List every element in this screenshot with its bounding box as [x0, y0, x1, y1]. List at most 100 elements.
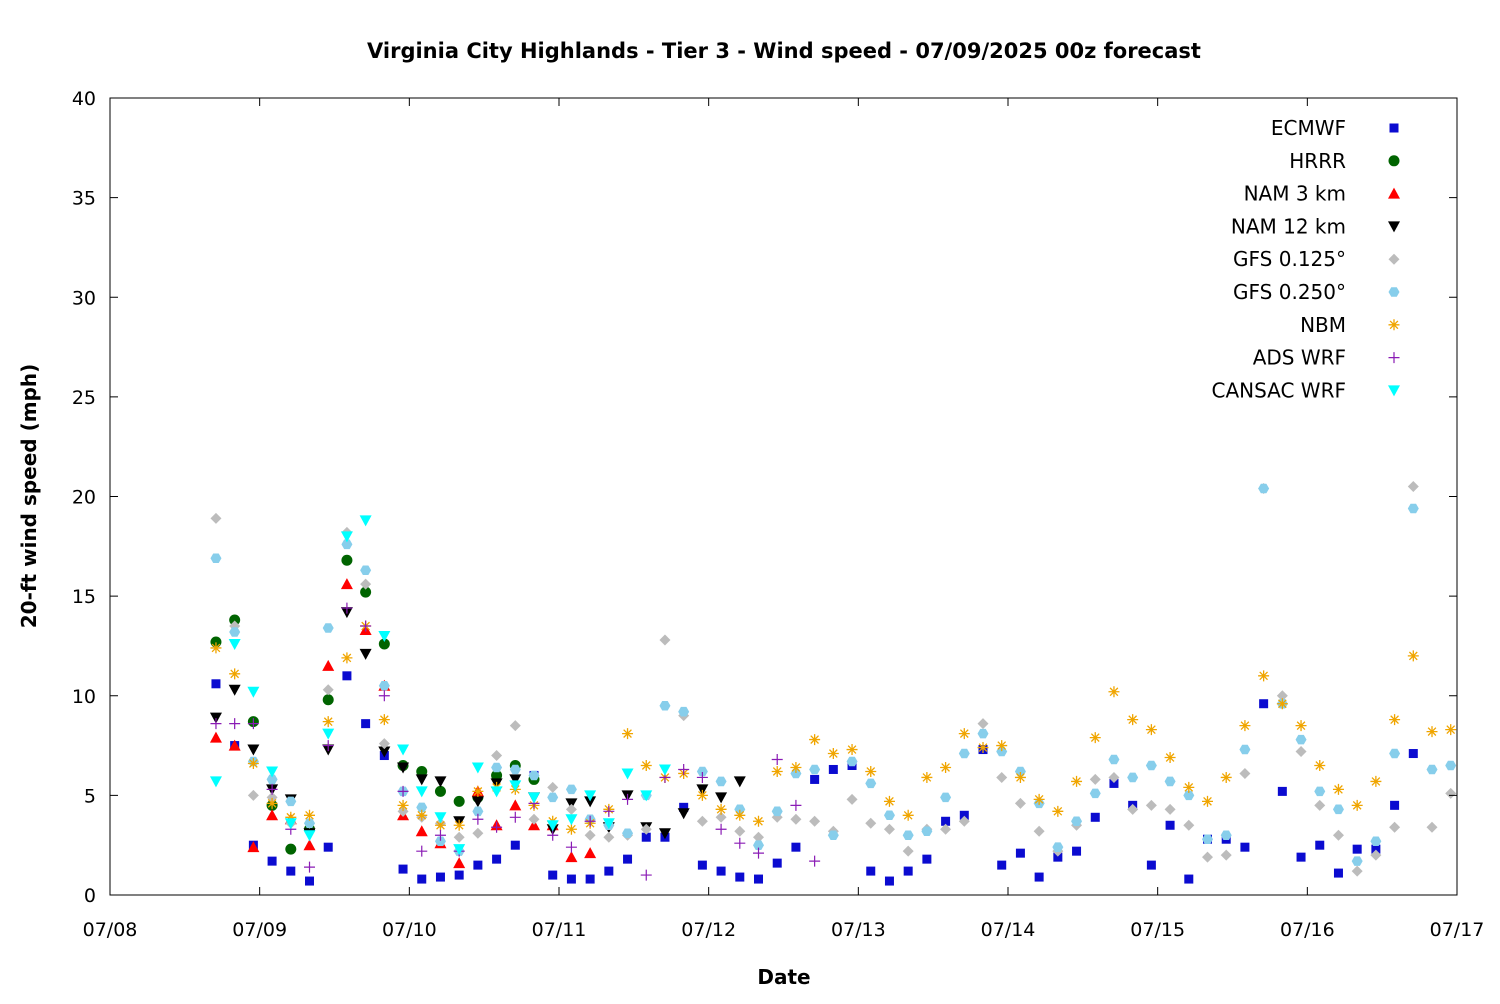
legend-label: GFS 0.125°	[1233, 247, 1346, 271]
data-point	[640, 823, 652, 835]
data-point	[378, 738, 390, 750]
data-point	[828, 764, 838, 774]
data-point	[284, 818, 297, 830]
data-point	[846, 744, 858, 756]
x-axis: 07/08 07/09 07/10 07/11 07/12 07/13 07/14 07/15…	[83, 98, 1484, 941]
data-point	[1351, 865, 1363, 877]
data-point	[454, 870, 464, 880]
data-point	[1239, 720, 1251, 732]
data-point	[417, 874, 427, 884]
x-tick-label: 07/10	[382, 919, 437, 941]
data-point	[398, 864, 408, 874]
data-point	[959, 810, 969, 820]
data-point	[209, 776, 222, 788]
data-point	[1183, 790, 1195, 801]
data-point	[528, 792, 541, 804]
data-point	[772, 858, 782, 868]
data-point	[640, 869, 652, 881]
legend-marker	[1388, 253, 1400, 265]
x-tick-label: 07/09	[232, 919, 287, 941]
data-point	[1407, 481, 1419, 493]
data-point	[1014, 797, 1026, 809]
data-point	[378, 714, 390, 726]
x-tick-label: 07/14	[981, 919, 1036, 941]
data-point	[491, 769, 503, 781]
data-point	[304, 809, 316, 821]
data-point	[1351, 856, 1363, 866]
data-point	[1183, 819, 1195, 831]
x-tick-label: 07/11	[532, 919, 587, 941]
series-ads-wrf	[210, 602, 821, 881]
data-point	[696, 789, 708, 801]
data-point	[1220, 830, 1232, 840]
data-point	[340, 578, 353, 590]
data-point	[658, 764, 671, 776]
data-point	[622, 793, 634, 805]
data-point	[360, 620, 372, 632]
data-point	[958, 748, 970, 759]
data-point	[603, 805, 615, 817]
data-point	[359, 648, 372, 660]
data-point	[360, 578, 372, 590]
data-point	[1426, 821, 1438, 833]
data-point	[435, 872, 445, 882]
data-point	[753, 847, 765, 859]
data-point	[322, 659, 335, 671]
data-point	[1071, 775, 1083, 787]
data-point	[1426, 726, 1438, 738]
data-point	[621, 768, 634, 780]
data-point	[341, 652, 353, 664]
x-tick-label: 07/13	[831, 919, 886, 941]
legend-marker	[1389, 123, 1399, 133]
data-point	[1370, 849, 1382, 861]
data-point	[884, 876, 894, 886]
legend-marker	[1388, 287, 1400, 297]
legend-marker	[1388, 385, 1400, 397]
data-point	[715, 792, 728, 804]
data-point	[415, 825, 428, 837]
data-point	[286, 866, 296, 876]
data-point	[1164, 803, 1176, 815]
data-point	[809, 855, 821, 867]
data-point	[584, 815, 596, 827]
data-point	[865, 778, 877, 789]
data-point	[416, 809, 428, 821]
data-point	[678, 706, 690, 717]
data-point	[790, 761, 802, 773]
data-point	[1033, 825, 1045, 837]
data-point	[771, 754, 783, 766]
data-point	[1239, 744, 1251, 755]
data-point	[453, 857, 466, 869]
data-point	[1314, 799, 1326, 811]
data-point	[1089, 788, 1101, 799]
data-point	[604, 866, 614, 876]
data-point	[378, 681, 390, 691]
data-point	[341, 602, 353, 614]
data-point	[1332, 804, 1344, 815]
data-point	[341, 539, 353, 550]
data-point	[1389, 821, 1401, 833]
data-point	[491, 762, 503, 773]
data-point	[865, 765, 877, 777]
data-point	[304, 818, 316, 829]
data-point	[285, 843, 297, 855]
series-cansac-wrf	[209, 515, 671, 856]
data-point	[416, 845, 428, 857]
chart-title: Virginia City Highlands - Tier 3 - Wind …	[367, 39, 1201, 63]
data-point	[865, 817, 877, 829]
x-tick-label: 07/12	[681, 919, 736, 941]
data-point	[453, 819, 465, 831]
y-tick-label: 25	[72, 387, 96, 409]
data-point	[602, 818, 615, 830]
data-point	[322, 684, 334, 696]
data-point	[696, 771, 708, 783]
data-point	[1165, 820, 1175, 830]
data-point	[1127, 803, 1139, 815]
data-point	[322, 694, 334, 706]
data-point	[1295, 746, 1307, 758]
data-point	[210, 512, 222, 524]
data-point	[415, 774, 428, 786]
data-point	[434, 829, 446, 841]
data-point	[548, 870, 558, 880]
legend-label: CANSAC WRF	[1211, 378, 1346, 402]
